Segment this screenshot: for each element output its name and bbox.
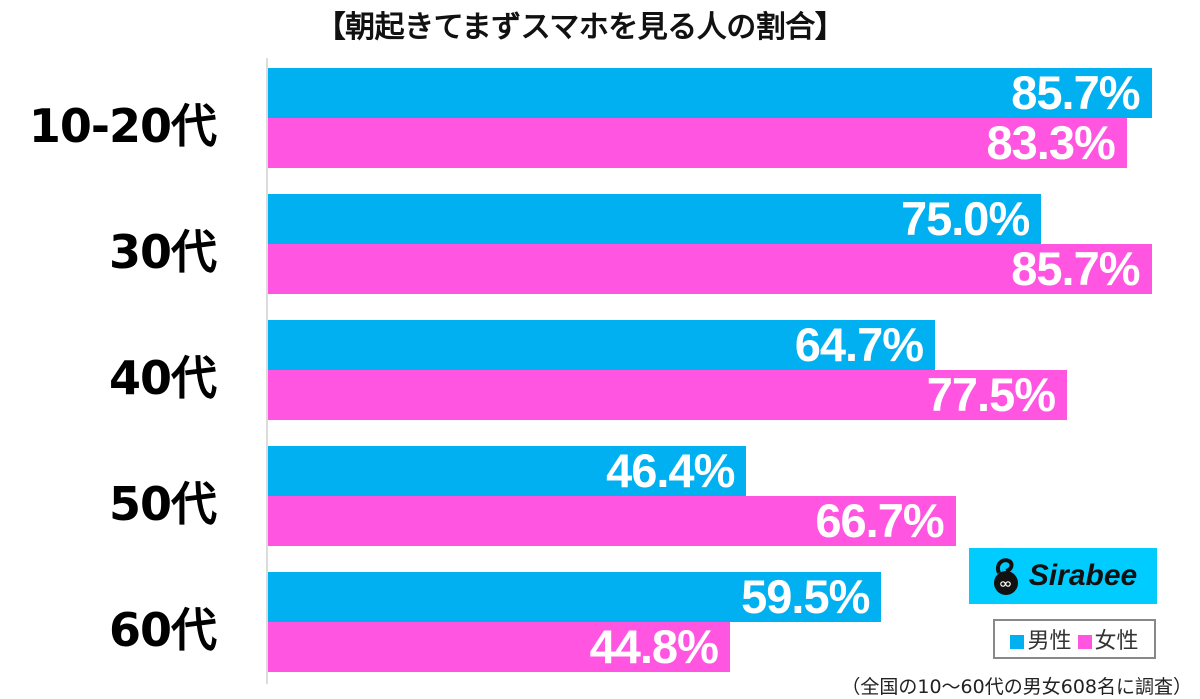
male-swatch (1010, 635, 1025, 649)
logo-text: Sirabee (1028, 559, 1138, 592)
female-bar: 83.3% (268, 116, 1127, 169)
male-bar: 64.7% (268, 318, 936, 371)
bee-logo-icon (993, 558, 1018, 595)
male-bar: 46.4% (268, 444, 747, 497)
female-bar: 77.5% (268, 368, 1068, 421)
category-label: 60代 (108, 603, 217, 657)
female-bar: 85.7% (268, 242, 1152, 295)
value-label: 77.5% (926, 368, 1056, 421)
bar-group: 30代 75.0% 85.7% (0, 192, 1200, 295)
female-swatch (1077, 635, 1092, 649)
male-bar: 59.5% (268, 570, 882, 623)
chart-title: 【朝起きてまずスマホを見る人の割合】 (315, 10, 845, 45)
male-bar: 75.0% (268, 192, 1042, 245)
value-label: 85.7% (1011, 242, 1140, 295)
female-bar: 44.8% (268, 620, 730, 673)
bar-group: 10-20代 85.7% 83.3% (0, 66, 1200, 169)
bar-group: 50代 46.4% 66.7% (0, 444, 1200, 547)
bar-group: 60代 59.5% 44.8% (0, 570, 1200, 673)
legend: 男性 女性 (993, 619, 1156, 659)
sirabee-logo: Sirabee (969, 548, 1157, 604)
y-axis-line (266, 58, 268, 684)
value-label: 44.8% (589, 620, 719, 673)
value-label: 85.7% (1011, 66, 1140, 119)
value-label: 59.5% (741, 570, 870, 623)
female-bar: 66.7% (268, 494, 956, 547)
survey-note: （全国の10〜60代の男女608名に調査） (841, 676, 1192, 698)
value-label: 66.7% (815, 494, 944, 547)
value-label: 83.3% (986, 116, 1116, 169)
category-label: 10-20代 (28, 99, 217, 153)
category-label: 30代 (108, 225, 217, 279)
male-bar: 85.7% (268, 66, 1152, 119)
bar-group: 40代 64.7% 77.5% (0, 318, 1200, 421)
category-label: 50代 (108, 477, 217, 531)
value-label: 64.7% (794, 318, 924, 371)
value-label: 46.4% (606, 444, 735, 497)
legend-female: 女性 (1077, 623, 1139, 655)
category-label: 40代 (108, 351, 217, 405)
legend-male: 男性 (1010, 623, 1072, 655)
value-label: 75.0% (900, 192, 1030, 245)
